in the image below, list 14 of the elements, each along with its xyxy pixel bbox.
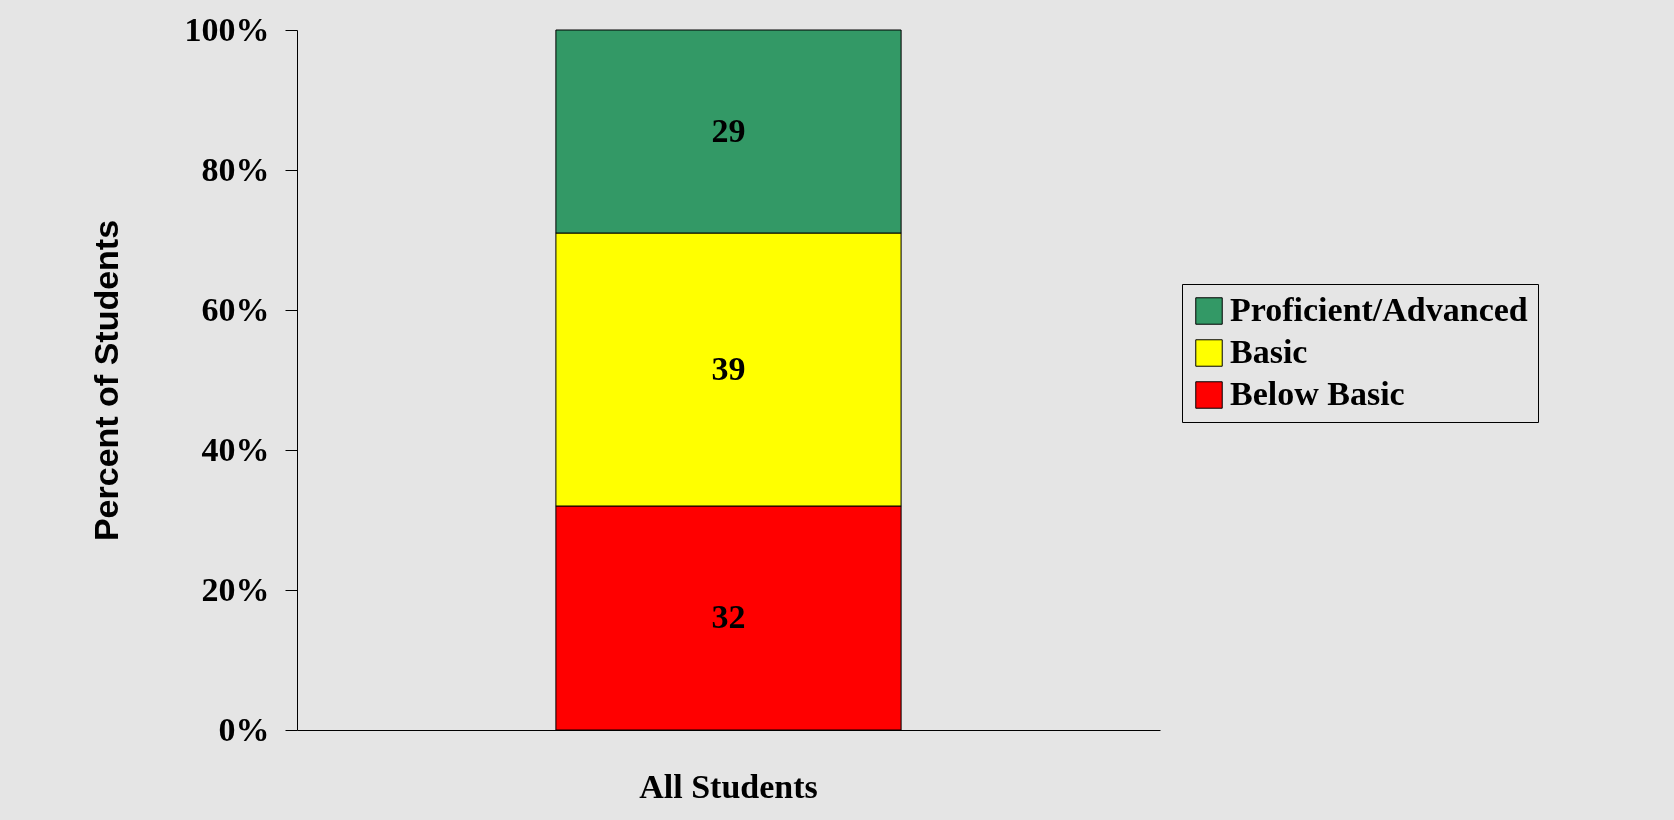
y-tick-label: 20% (201, 570, 270, 608)
y-tick-label: 100% (184, 10, 270, 48)
data-label: 39 (711, 349, 746, 387)
y-tick-label: 40% (201, 430, 270, 468)
x-tick-label: All Students (639, 767, 818, 805)
y-tick-label: 0% (218, 710, 270, 748)
y-tick-label: 60% (201, 290, 270, 328)
legend-label: Proficient/Advanced (1230, 291, 1528, 328)
legend-label: Basic (1230, 333, 1308, 370)
y-axis-title: Percent of Students (86, 219, 125, 542)
data-label: 29 (711, 111, 746, 149)
legend-label: Below Basic (1230, 375, 1405, 412)
data-label: 32 (711, 598, 746, 635)
y-tick-label: 80% (201, 150, 270, 188)
